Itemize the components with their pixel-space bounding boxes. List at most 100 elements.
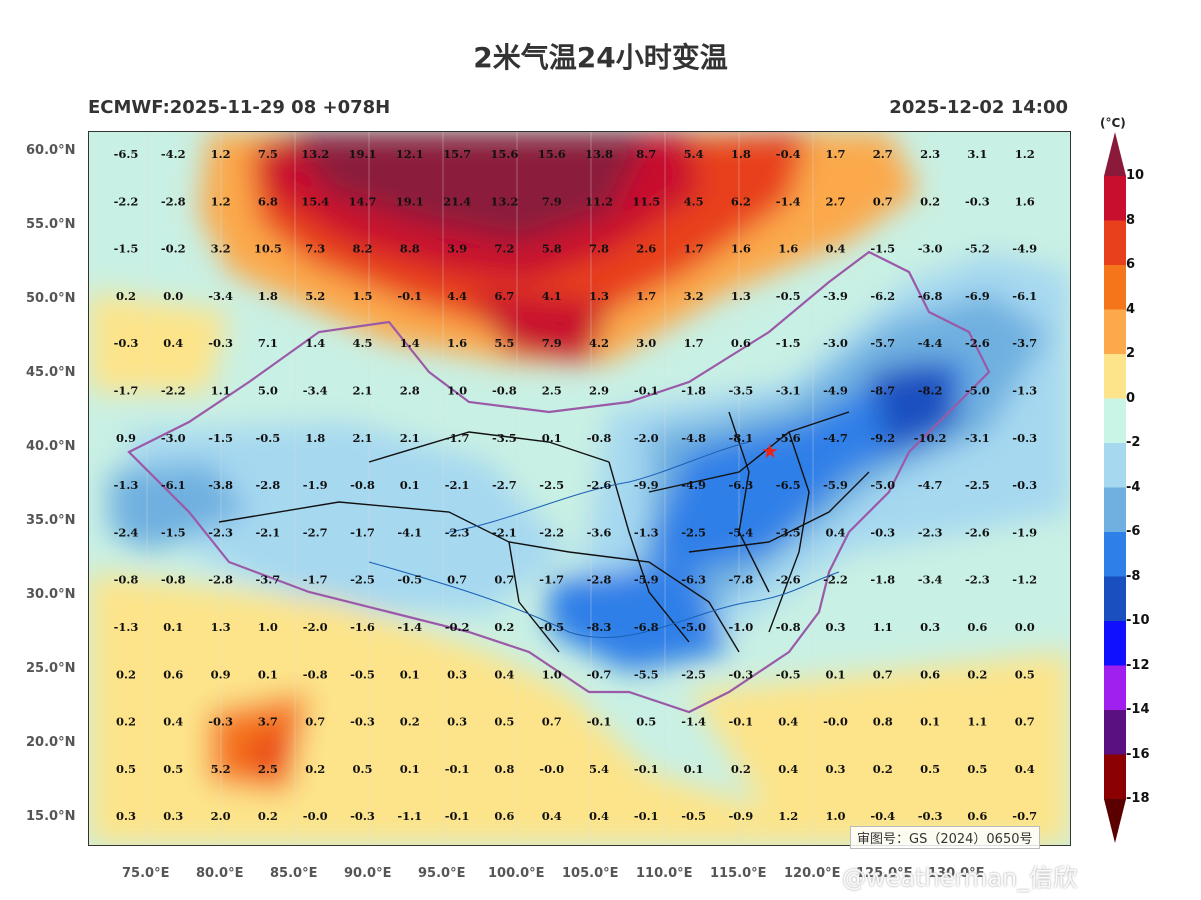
grid-value: -3.5 [492, 431, 517, 445]
grid-value: 0.4 [163, 336, 183, 350]
grid-value: 2.3 [920, 147, 940, 161]
grid-value: -5.0 [965, 384, 990, 398]
grid-value: -0.3 [350, 809, 375, 823]
grid-value: 0.2 [494, 620, 514, 634]
grid-value: -2.6 [776, 573, 801, 587]
grid-value: -0.7 [1012, 809, 1037, 823]
rivers [368, 441, 840, 639]
grid-value: 1.4 [305, 336, 325, 350]
grid-value: 1.0 [542, 667, 562, 681]
grid-value: -2.0 [303, 620, 328, 634]
grid-value: -5.9 [823, 478, 848, 492]
colorbar-segment [1104, 309, 1126, 355]
grid-value: 0.7 [447, 573, 467, 587]
grid-value: 0.6 [920, 667, 940, 681]
grid-value: 4.1 [542, 289, 562, 303]
colorbar-segment [1104, 354, 1126, 399]
grid-value: -4.9 [681, 478, 706, 492]
grid-value: -1.4 [397, 620, 422, 634]
colorbar-level-label: -8 [1126, 568, 1141, 584]
colorbar-segment [1104, 443, 1126, 488]
colorbar-segment [1104, 487, 1126, 533]
grid-value: -2.2 [539, 525, 564, 539]
grid-value: 0.2 [116, 667, 136, 681]
province-borders [218, 411, 870, 653]
grid-value: -0.2 [161, 242, 186, 256]
grid-value: -5.2 [965, 242, 990, 256]
colorbar-segment [1104, 176, 1126, 221]
colorbar-level-label: -14 [1126, 702, 1150, 717]
grid-value: -3.1 [965, 431, 990, 445]
grid-value: -4.7 [823, 431, 848, 445]
grid-value: 8.7 [636, 147, 656, 161]
colorbar-level-label: 2 [1126, 346, 1136, 361]
grid-value: -2.4 [114, 525, 139, 539]
colorbar-segment [1104, 621, 1126, 666]
grid-value: 7.3 [305, 242, 325, 256]
grid-value: 13.2 [490, 194, 518, 208]
grid-value: -5.6 [776, 431, 801, 445]
grid-value: -1.3 [634, 525, 659, 539]
grid-value: -1.5 [776, 336, 801, 350]
colorbar-level-label: -12 [1126, 657, 1150, 673]
grid-value: -3.0 [918, 242, 943, 256]
grid-value: -0.5 [776, 289, 801, 303]
lat-label: 25.0°N [26, 661, 76, 676]
lat-label: 15.0°N [26, 809, 76, 824]
grid-value: -0.3 [114, 336, 139, 350]
grid-value: -0.3 [350, 715, 375, 729]
grid-value: -2.2 [114, 194, 139, 208]
grid-value: 1.8 [258, 289, 278, 303]
grid-value: 0.1 [825, 667, 845, 681]
grid-value: 0.5 [163, 762, 183, 776]
grid-value: -0.5 [256, 431, 281, 445]
grid-value: 1.0 [258, 620, 278, 634]
grid-value: -2.1 [256, 525, 281, 539]
grid-value: -4.7 [918, 478, 943, 492]
lon-label: 95.0°E [418, 866, 466, 881]
grid-value: -9.9 [634, 478, 659, 492]
grid-value: 5.2 [305, 289, 325, 303]
grid-value: 0.5 [636, 715, 656, 729]
grid-value: 0.4 [494, 667, 514, 681]
grid-value: 0.2 [873, 762, 893, 776]
lat-label: 55.0°N [26, 217, 76, 232]
grid-value: -5.0 [870, 478, 895, 492]
grid-value: 1.6 [1015, 194, 1035, 208]
grid-value: 0.4 [825, 525, 845, 539]
grid-value: 0.2 [967, 667, 987, 681]
grid-value: 0.4 [778, 715, 798, 729]
grid-value: -4.4 [918, 336, 943, 350]
grid-value: 0.4 [542, 809, 562, 823]
colorbar-level-label: 0 [1126, 390, 1136, 406]
grid-value: -5.7 [870, 336, 895, 350]
grid-value: 0.5 [352, 762, 372, 776]
grid-value: -2.3 [918, 525, 943, 539]
grid-value: -2.6 [965, 336, 990, 350]
grid-value: -6.9 [965, 289, 990, 303]
grid-value: 0.7 [873, 667, 893, 681]
grid-value: 4.5 [352, 336, 372, 350]
grid-value: -0.5 [681, 809, 706, 823]
grid-value: -4.8 [681, 431, 706, 445]
grid-value: -0.9 [729, 809, 754, 823]
grid-value: 10.5 [254, 242, 282, 256]
grid-value: 5.2 [211, 762, 231, 776]
grid-value: -2.8 [161, 194, 186, 208]
colorbar-top-arrow [1104, 132, 1126, 176]
colorbar-segment [1104, 220, 1126, 266]
grid-value: 4.2 [589, 336, 609, 350]
grid-value: -7.8 [729, 573, 754, 587]
grid-value: 0.5 [1015, 667, 1035, 681]
grid-value: -5.4 [729, 525, 754, 539]
grid-value: -1.9 [1012, 525, 1037, 539]
lon-label: 130.0°E [928, 866, 985, 881]
valid-time: 2025-12-02 14:00 [889, 97, 1068, 118]
grid-value: -0.8 [350, 478, 375, 492]
lon-label: 105.0°E [562, 866, 619, 881]
colorbar-segment [1104, 576, 1126, 622]
grid-value: 0.8 [494, 762, 514, 776]
value-grid: -6.5 -4.2 1.2 7.5 13.2 19.1 12.1 15.7 15.6 15.6 13… [114, 147, 1037, 823]
grid-value: -3.0 [161, 431, 186, 445]
grid-value: 2.6 [636, 242, 656, 256]
